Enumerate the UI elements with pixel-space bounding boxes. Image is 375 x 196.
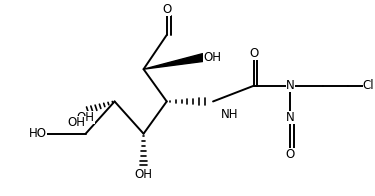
Text: N: N (286, 79, 295, 92)
Text: OH: OH (76, 111, 94, 124)
Text: HO: HO (29, 127, 47, 140)
Text: O: O (249, 47, 258, 60)
Text: Cl: Cl (363, 79, 374, 92)
Text: OH: OH (203, 51, 221, 64)
Polygon shape (144, 54, 204, 69)
Text: OH: OH (135, 168, 153, 181)
Text: OH: OH (68, 116, 86, 129)
Text: O: O (286, 148, 295, 161)
Text: N: N (286, 111, 295, 124)
Text: O: O (162, 3, 171, 16)
Text: NH: NH (221, 108, 238, 121)
